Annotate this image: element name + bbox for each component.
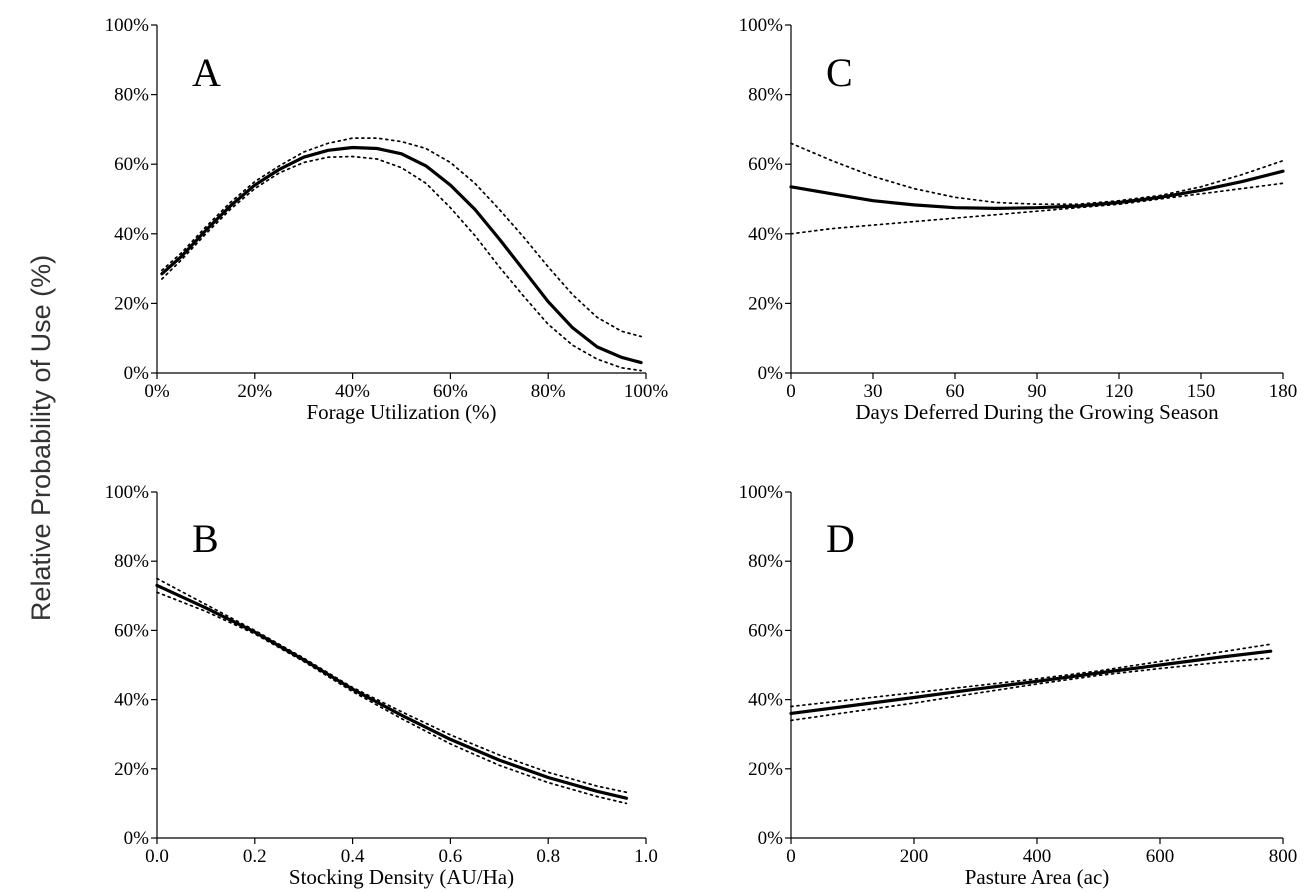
x-tick-label: 30 <box>864 381 883 402</box>
fitted-curve <box>160 145 643 365</box>
x-tick-label: 100% <box>624 381 669 402</box>
x-tick-label: 800 <box>1269 846 1298 867</box>
x-axis-title: Days Deferred During the Growing Season <box>855 400 1219 424</box>
fitted-curve <box>155 583 628 800</box>
y-tick-label: 100% <box>739 482 784 503</box>
y-tick-label: 80% <box>114 551 149 572</box>
x-tick-label: 0 <box>786 846 796 867</box>
x-tick-label: 20% <box>237 381 272 402</box>
lower-confidence-curve <box>790 182 1284 235</box>
y-tick-label: 80% <box>748 551 783 572</box>
x-tick-label: 1.0 <box>634 846 658 867</box>
y-tick-label: 100% <box>739 15 784 36</box>
panel-letter: A <box>192 50 221 95</box>
x-tick-label: 0.6 <box>439 846 463 867</box>
x-tick-label: 0% <box>144 381 170 402</box>
y-tick-label: 0% <box>124 828 150 849</box>
x-tick-label: 60% <box>433 381 468 402</box>
upper-confidence-curve <box>790 643 1272 708</box>
y-tick-label: 20% <box>748 759 783 780</box>
panels: 0% 20% 40% 60% 80% 100% 0% 20% 40% 60% 80% 100% Fora… <box>105 15 1298 889</box>
panel-b: 0% 20% 40% 60% 80% 100% 0.0 0.2 0.4 0.6 0.8 1.0 Stoc… <box>105 482 658 889</box>
y-tick-label: 60% <box>114 620 149 641</box>
y-tick-label: 40% <box>748 224 783 245</box>
x-tick-label: 60 <box>946 381 965 402</box>
x-tick-label: 0.0 <box>145 846 169 867</box>
x-tick-label: 40% <box>335 381 370 402</box>
upper-confidence-curve <box>790 142 1284 206</box>
y-tick-label: 0% <box>124 363 150 384</box>
lower-confidence-curve <box>161 155 642 372</box>
y-tick-label: 80% <box>748 85 783 106</box>
fitted-curve <box>789 649 1273 715</box>
upper-confidence-curve <box>161 137 642 338</box>
y-tick-label: 100% <box>105 15 150 36</box>
shared-y-axis-label: Relative Probability of Use (%) <box>26 255 56 621</box>
x-axis-title: Pasture Area (ac) <box>965 865 1110 889</box>
y-tick-label: 60% <box>114 154 149 175</box>
panel-d: 0% 20% 40% 60% 80% 100% 0 200 400 600 800 Pasture A… <box>739 482 1298 889</box>
x-tick-label: 150 <box>1187 381 1216 402</box>
y-tick-label: 40% <box>748 690 783 711</box>
y-tick-label: 40% <box>114 224 149 245</box>
panel-letter: D <box>826 516 855 561</box>
y-tick-label: 40% <box>114 690 149 711</box>
y-tick-label: 0% <box>758 828 784 849</box>
y-tick-label: 20% <box>114 759 149 780</box>
y-tick-label: 60% <box>748 620 783 641</box>
x-tick-label: 600 <box>1146 846 1175 867</box>
panel-letter: C <box>826 50 853 95</box>
x-tick-label: 0.8 <box>536 846 560 867</box>
panel-a: 0% 20% 40% 60% 80% 100% 0% 20% 40% 60% 80% 100% Fora… <box>105 15 669 424</box>
y-tick-label: 100% <box>105 482 150 503</box>
y-tick-label: 60% <box>748 154 783 175</box>
panel-c: 0% 20% 40% 60% 80% 100% 0 30 60 90 120 150 180 Days D… <box>739 15 1298 424</box>
x-axis-title: Forage Utilization (%) <box>306 400 496 424</box>
y-tick-label: 20% <box>748 293 783 314</box>
x-tick-label: 0.2 <box>243 846 267 867</box>
x-tick-label: 120 <box>1105 381 1134 402</box>
panel-letter: B <box>192 516 219 561</box>
x-axis-title: Stocking Density (AU/Ha) <box>289 865 514 889</box>
x-tick-label: 0 <box>786 381 796 402</box>
upper-confidence-curve <box>156 577 628 794</box>
x-tick-label: 400 <box>1023 846 1052 867</box>
y-tick-label: 80% <box>114 85 149 106</box>
y-tick-label: 0% <box>758 363 784 384</box>
x-tick-label: 200 <box>900 846 929 867</box>
x-tick-label: 0.4 <box>341 846 365 867</box>
fitted-curve <box>789 169 1285 210</box>
x-tick-label: 180 <box>1269 381 1298 402</box>
x-tick-label: 90 <box>1028 381 1047 402</box>
x-tick-label: 80% <box>531 381 566 402</box>
y-tick-label: 20% <box>114 293 149 314</box>
lower-confidence-curve <box>790 657 1272 722</box>
lower-confidence-curve <box>156 591 628 805</box>
